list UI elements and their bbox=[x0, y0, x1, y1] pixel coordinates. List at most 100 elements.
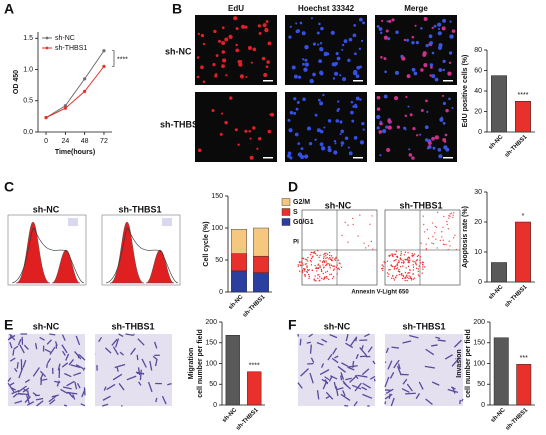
cell bbox=[239, 74, 244, 79]
cell bbox=[308, 141, 313, 146]
cell bbox=[424, 138, 429, 142]
event bbox=[416, 255, 419, 258]
cell bbox=[218, 39, 222, 43]
event bbox=[407, 257, 409, 260]
cell bbox=[358, 47, 362, 51]
stained-cell bbox=[424, 365, 435, 369]
event bbox=[309, 259, 312, 262]
stained-cell bbox=[32, 392, 37, 396]
micrograph bbox=[195, 92, 277, 162]
cell bbox=[348, 151, 353, 156]
cell bbox=[379, 31, 383, 35]
annotation: * bbox=[522, 213, 525, 220]
cell bbox=[423, 63, 428, 68]
event bbox=[338, 268, 340, 271]
cell bbox=[376, 114, 381, 120]
event bbox=[314, 264, 316, 267]
cell bbox=[212, 63, 216, 67]
cell bbox=[333, 71, 339, 76]
cell bbox=[383, 57, 387, 61]
event bbox=[320, 270, 323, 273]
significance-bracket bbox=[112, 50, 115, 67]
event bbox=[411, 253, 413, 255]
event bbox=[328, 251, 331, 254]
cell bbox=[414, 24, 417, 27]
stained-cell bbox=[9, 357, 16, 362]
event bbox=[316, 270, 318, 272]
stained-cell bbox=[61, 350, 66, 356]
cell bbox=[444, 133, 448, 137]
cell bbox=[404, 114, 408, 118]
cell bbox=[314, 138, 317, 141]
event bbox=[307, 257, 309, 259]
stained-cell bbox=[63, 404, 68, 407]
cell bbox=[224, 37, 229, 42]
cell bbox=[376, 107, 381, 111]
stained-cell bbox=[75, 335, 81, 346]
cell bbox=[415, 40, 419, 45]
event bbox=[446, 223, 448, 226]
event bbox=[395, 250, 398, 253]
event bbox=[316, 267, 318, 270]
stained-cell bbox=[137, 338, 145, 346]
annotation: **** bbox=[518, 92, 529, 99]
stained-cell bbox=[7, 382, 15, 393]
y-tick-label: 0 bbox=[478, 129, 482, 136]
cell bbox=[256, 147, 259, 150]
event bbox=[326, 277, 328, 279]
stained-cell bbox=[103, 386, 107, 391]
cell bbox=[438, 45, 442, 50]
event bbox=[330, 255, 333, 257]
stained-cell bbox=[137, 367, 141, 376]
stained-cell bbox=[49, 333, 56, 336]
cell bbox=[300, 154, 305, 160]
event bbox=[443, 243, 445, 246]
cell bbox=[304, 58, 308, 62]
cell bbox=[262, 23, 267, 28]
event bbox=[415, 267, 418, 270]
stained-cell bbox=[333, 381, 337, 389]
cell bbox=[437, 31, 442, 36]
cell bbox=[451, 106, 454, 109]
event bbox=[336, 264, 338, 266]
event bbox=[394, 253, 397, 256]
cell bbox=[437, 148, 442, 152]
y-tick-label: 50 bbox=[477, 381, 485, 388]
event bbox=[412, 254, 415, 257]
cell bbox=[342, 77, 347, 82]
event bbox=[431, 242, 433, 244]
stained-cell bbox=[61, 344, 68, 354]
event bbox=[401, 274, 403, 276]
histogram-peak bbox=[51, 249, 81, 284]
cell bbox=[310, 17, 313, 20]
stained-cell bbox=[115, 338, 120, 348]
event bbox=[402, 259, 404, 261]
event bbox=[320, 268, 323, 271]
cell bbox=[228, 34, 233, 39]
event bbox=[396, 263, 399, 265]
bar bbox=[247, 371, 262, 406]
y-tick-label: 200 bbox=[205, 319, 217, 326]
sample-label: sh-THBS1 bbox=[402, 321, 445, 331]
event bbox=[325, 260, 327, 262]
event bbox=[303, 270, 306, 272]
cell bbox=[296, 101, 300, 104]
cell bbox=[258, 137, 262, 141]
event bbox=[381, 264, 383, 266]
y-tick-label: 0 bbox=[213, 402, 217, 409]
event bbox=[398, 261, 400, 263]
legend-swatch bbox=[45, 46, 49, 50]
event bbox=[325, 276, 327, 278]
cell bbox=[248, 130, 251, 133]
cell bbox=[431, 51, 435, 55]
event bbox=[317, 274, 319, 276]
stained-cell bbox=[351, 384, 362, 390]
stained-cell bbox=[364, 333, 370, 338]
y-tick-label: 10 bbox=[474, 249, 482, 256]
stained-cell bbox=[22, 359, 27, 368]
event bbox=[408, 259, 411, 262]
event bbox=[319, 265, 321, 267]
event bbox=[304, 274, 306, 276]
cell bbox=[340, 129, 344, 134]
stained-cell bbox=[119, 351, 125, 356]
